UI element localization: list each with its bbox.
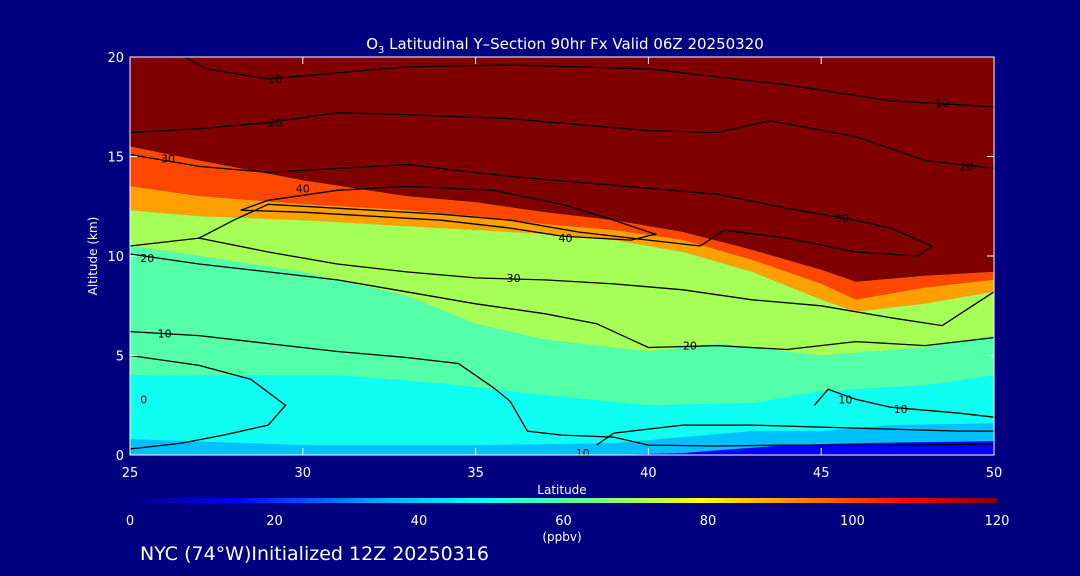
y-tick-label-3: 15 (107, 151, 124, 166)
colorbar-tick-label-2: 40 (411, 514, 428, 529)
contour-line-9 (198, 237, 994, 327)
x-tick-label-5: 50 (986, 466, 1003, 481)
x-tick-label-1: 30 (295, 466, 312, 481)
colorbar-unit: (ppbv) (542, 530, 581, 544)
contour-label-2: 20 (268, 117, 282, 130)
chart-title: O3 Latitudinal Y–Section 90hr Fx Valid 0… (366, 35, 764, 56)
x-axis-label: Latitude (537, 483, 586, 497)
contour-line-14 (813, 388, 994, 418)
fill-band-4 (130, 246, 994, 406)
contour-label-9: 30 (507, 272, 521, 285)
contour-label-3: 20 (959, 160, 973, 173)
colorbar-tick-label-3: 60 (555, 514, 572, 529)
contour-line-11 (130, 330, 994, 447)
contour-label-13: 10 (576, 447, 590, 460)
colorbar-tick-label-1: 20 (266, 514, 283, 529)
contour-label-0: 10 (268, 73, 282, 86)
y-axis-label: Altitude (km) (86, 217, 100, 296)
contour-label-10: 20 (683, 340, 697, 353)
contour-label-15: 10 (894, 403, 908, 416)
x-tick-label-3: 40 (640, 466, 657, 481)
x-axis-ticks: 25 30 35 40 45 50 (122, 57, 1003, 481)
contour-label-11: 10 (158, 328, 172, 341)
colorbar-tick-label-6: 120 (985, 514, 1010, 529)
contour-label-4: 30 (161, 153, 175, 166)
run-info-footer: NYC (74°W)Initialized 12Z 20250316 (140, 543, 489, 565)
contour-line-0 (184, 57, 994, 108)
contour-line-8 (130, 253, 994, 351)
contour-label-7: 40 (559, 232, 573, 245)
colorbar-ticks: 0 20 40 60 80 100 120 (126, 514, 1010, 529)
colorbar-tick-label-4: 80 (700, 514, 717, 529)
chart-title-main: O (366, 35, 378, 53)
contour-line-2 (130, 112, 994, 170)
y-axis-ticks: 0 5 10 15 20 (107, 51, 994, 464)
x-tick-label-0: 25 (122, 466, 139, 481)
fill-band-1 (130, 146, 994, 300)
y-tick-label-1: 5 (116, 350, 124, 365)
contour-line-6 (240, 185, 658, 241)
concentration-fills (130, 57, 994, 455)
contour-line-13 (596, 424, 994, 446)
x-tick-label-4: 45 (813, 466, 830, 481)
contour-label-5: 30 (835, 212, 849, 225)
fill-band-3 (130, 210, 994, 356)
contour-label-1: 10 (935, 97, 949, 110)
colorbar (130, 498, 997, 503)
y-tick-label-0: 0 (116, 449, 124, 464)
contour-label-6: 40 (296, 182, 310, 195)
colorbar-tick-label-0: 0 (126, 514, 134, 529)
contour-lines (130, 57, 994, 450)
contour-label-12: 0 (140, 393, 147, 406)
contour-line-4 (130, 153, 934, 257)
x-tick-label-2: 35 (467, 466, 484, 481)
fill-band-2 (130, 186, 994, 312)
fill-band-6 (130, 423, 994, 455)
contour-labels: 10 10 20 20 30 30 40 40 20 30 20 10 0 10 10 10 (140, 73, 973, 460)
y-tick-label-4: 20 (107, 51, 124, 66)
contour-label-8: 20 (140, 252, 154, 265)
contour-label-14: 10 (838, 393, 852, 406)
chart-title-subscript: 3 (378, 45, 384, 56)
contour-line-12 (130, 354, 287, 450)
y-tick-label-2: 10 (107, 250, 124, 265)
colorbar-tick-label-5: 100 (840, 514, 865, 529)
chart-title-rest: Latitudinal Y–Section 90hr Fx Valid 06Z … (384, 35, 763, 53)
fill-band-5 (130, 375, 994, 446)
